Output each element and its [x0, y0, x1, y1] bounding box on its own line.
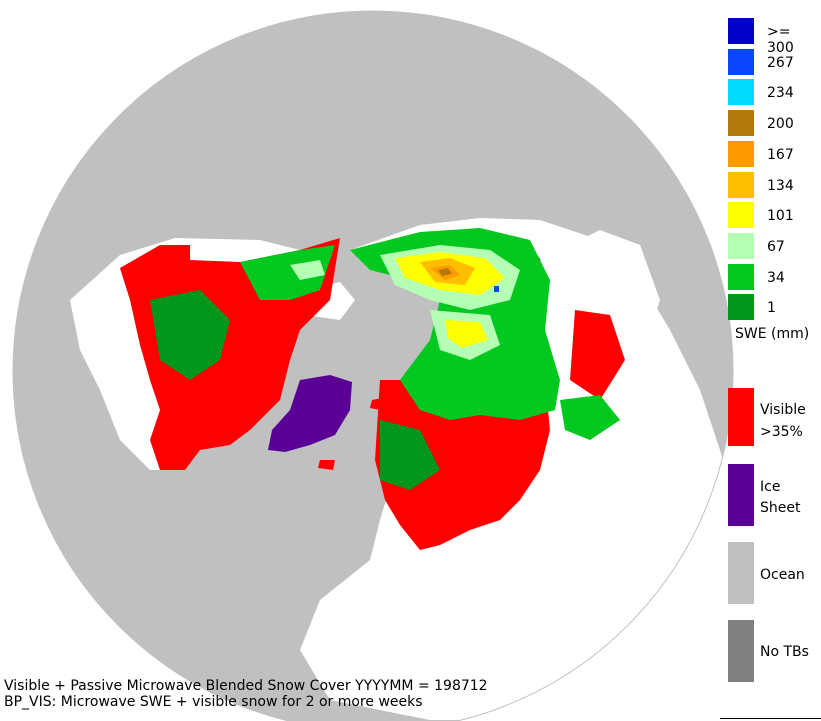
- swe-class-label: 101: [767, 208, 794, 224]
- bottom-rule: [720, 718, 821, 719]
- swe-class-label: 34: [767, 270, 785, 286]
- swe-swatch: [728, 264, 754, 290]
- no-tbs-swatch: [728, 620, 754, 682]
- swe-swatch: [728, 294, 754, 320]
- swe-class-label: 200: [767, 116, 794, 132]
- swe-class-label: 234: [767, 85, 794, 101]
- swe-swatch: [728, 110, 754, 136]
- swe-swatch: [728, 49, 754, 75]
- swe-high-regions: [290, 245, 520, 360]
- visible-snow-swatch: [728, 388, 754, 446]
- ice-sheet-label-line2: Sheet: [760, 500, 801, 516]
- visible-label-line2: >35%: [760, 424, 803, 440]
- swe-swatch: [728, 233, 754, 259]
- ice-sheet-label-line1: Ice: [760, 479, 781, 495]
- swe-class-label: 267: [767, 55, 794, 71]
- map-subcaption: BP_VIS: Microwave SWE + visible snow for…: [4, 694, 423, 710]
- swe-class-label: 67: [767, 239, 785, 255]
- swe-swatch: [728, 18, 754, 44]
- swe-swatch: [728, 172, 754, 198]
- swe-class-label: 134: [767, 178, 794, 194]
- swe-class-label: >= 300: [767, 24, 794, 56]
- ice-sheet-swatch: [728, 464, 754, 526]
- visible-label-line1: Visible: [760, 402, 806, 418]
- no-tbs-label: No TBs: [760, 644, 809, 660]
- swe-class-label: 167: [767, 147, 794, 163]
- swe-swatch: [728, 202, 754, 228]
- map-caption: Visible + Passive Microwave Blended Snow…: [4, 678, 488, 694]
- globe-outline: [12, 10, 734, 721]
- swe-unit-label: SWE (mm): [735, 326, 810, 342]
- ocean-label: Ocean: [760, 567, 805, 583]
- ocean-swatch: [728, 542, 754, 604]
- swe-swatch: [728, 141, 754, 167]
- swe-swatch: [728, 79, 754, 105]
- greenland-ice-sheet: [268, 375, 352, 452]
- swe-class-label: 1: [767, 300, 776, 316]
